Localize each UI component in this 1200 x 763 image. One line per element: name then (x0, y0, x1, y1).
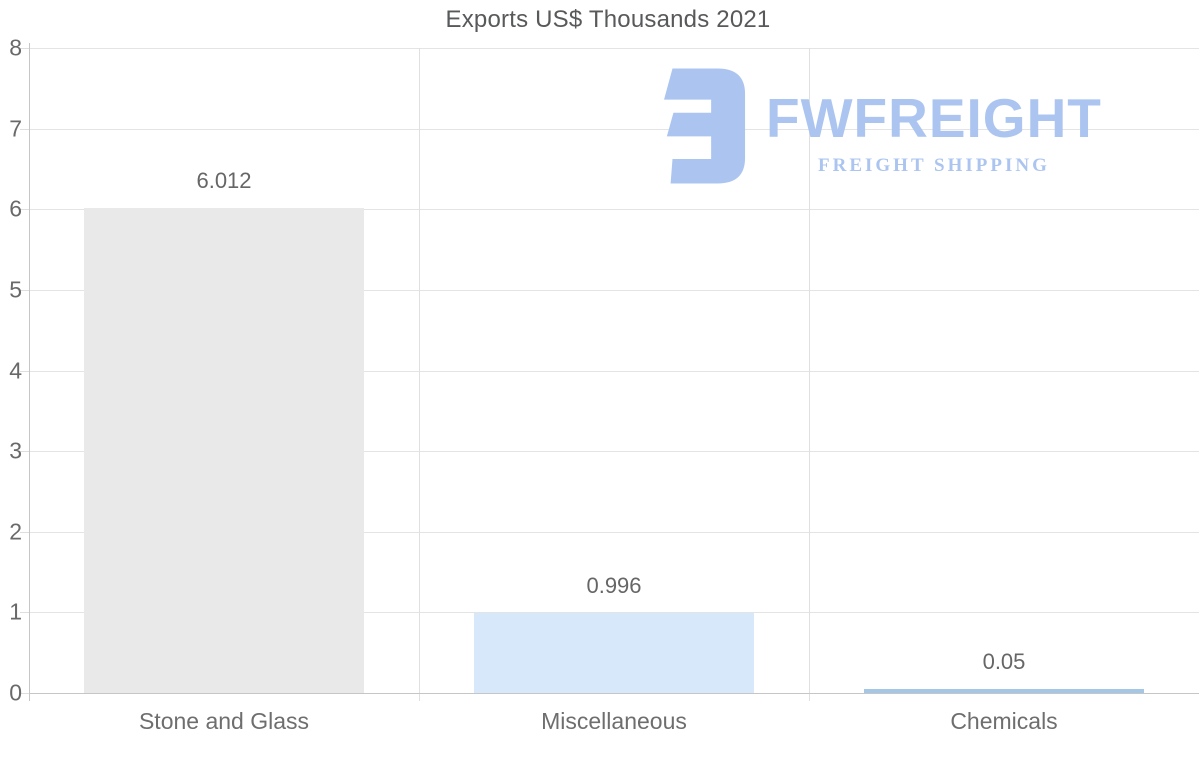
y-tick-1 (20, 612, 29, 614)
gridline-y-8 (29, 48, 1199, 49)
gridline-y-6 (29, 209, 1199, 211)
gridline-y-7 (29, 128, 1199, 130)
y-tick-label-4: 4 (9, 357, 22, 383)
brand-tagline: FREIGHT SHIPPING (818, 155, 1050, 176)
y-tick-2 (20, 531, 29, 533)
value-label-miscellaneous: 0.996 (586, 572, 642, 598)
brand-name: FWFREIGHT (766, 87, 1102, 149)
y-tick-label-8: 8 (9, 34, 22, 61)
y-tick-label-6: 6 (9, 195, 22, 222)
bar-chemicals[interactable] (864, 688, 1144, 693)
x-category-label-stone-and-glass: Stone and Glass (138, 708, 310, 734)
x-category-label-chemicals: Chemicals (950, 708, 1058, 734)
bar-miscellaneous[interactable] (474, 612, 754, 693)
y-tick-label-5: 5 (9, 276, 22, 303)
chart-title: Exports US$ Thousands 2021 (445, 6, 771, 33)
y-tick-label-7: 7 (9, 115, 22, 142)
bar-stone-and-glass[interactable] (84, 208, 364, 693)
fwfreight-logo-icon (664, 68, 746, 184)
gridline-x-2 (809, 48, 810, 701)
value-label-chemicals: 0.05 (982, 648, 1026, 674)
y-tick-0 (20, 693, 29, 694)
y-tick-label-2: 2 (9, 518, 22, 545)
value-label-stone-and-glass: 6.012 (196, 168, 252, 194)
gridline-y-2 (29, 531, 1199, 533)
y-tick-label-3: 3 (9, 437, 22, 464)
gridline-y-5 (29, 289, 1199, 291)
y-tick-6 (20, 209, 29, 211)
gridline-y-3 (29, 451, 1199, 453)
y-tick-label-1: 1 (9, 598, 22, 625)
brand-watermark: FWFREIGHT FREIGHT SHIPPING (648, 67, 1102, 185)
gridline-x-1 (419, 48, 420, 701)
y-axis-line (29, 43, 30, 701)
x-category-label-miscellaneous: Miscellaneous (541, 708, 687, 734)
brand-text-block: FWFREIGHT FREIGHT SHIPPING (766, 67, 1102, 177)
y-tick-label-0: 0 (9, 679, 22, 706)
y-tick-5 (20, 289, 29, 291)
y-tick-3 (20, 451, 29, 453)
y-tick-7 (20, 128, 29, 130)
x-axis-line (29, 693, 1199, 694)
y-tick-8 (20, 48, 29, 49)
y-tick-4 (20, 370, 29, 372)
gridline-y-4 (29, 370, 1199, 372)
